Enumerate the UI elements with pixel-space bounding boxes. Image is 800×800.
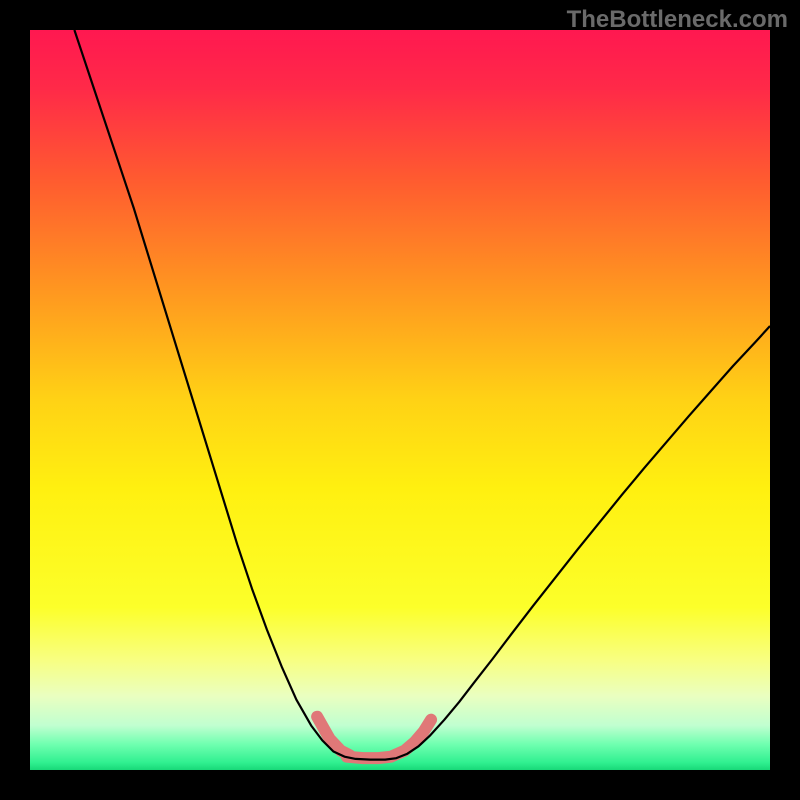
plot-area [30,30,770,770]
watermark-text: TheBottleneck.com [567,6,788,34]
chart-svg [30,30,770,770]
chart-container: TheBottleneck.com [0,0,800,800]
